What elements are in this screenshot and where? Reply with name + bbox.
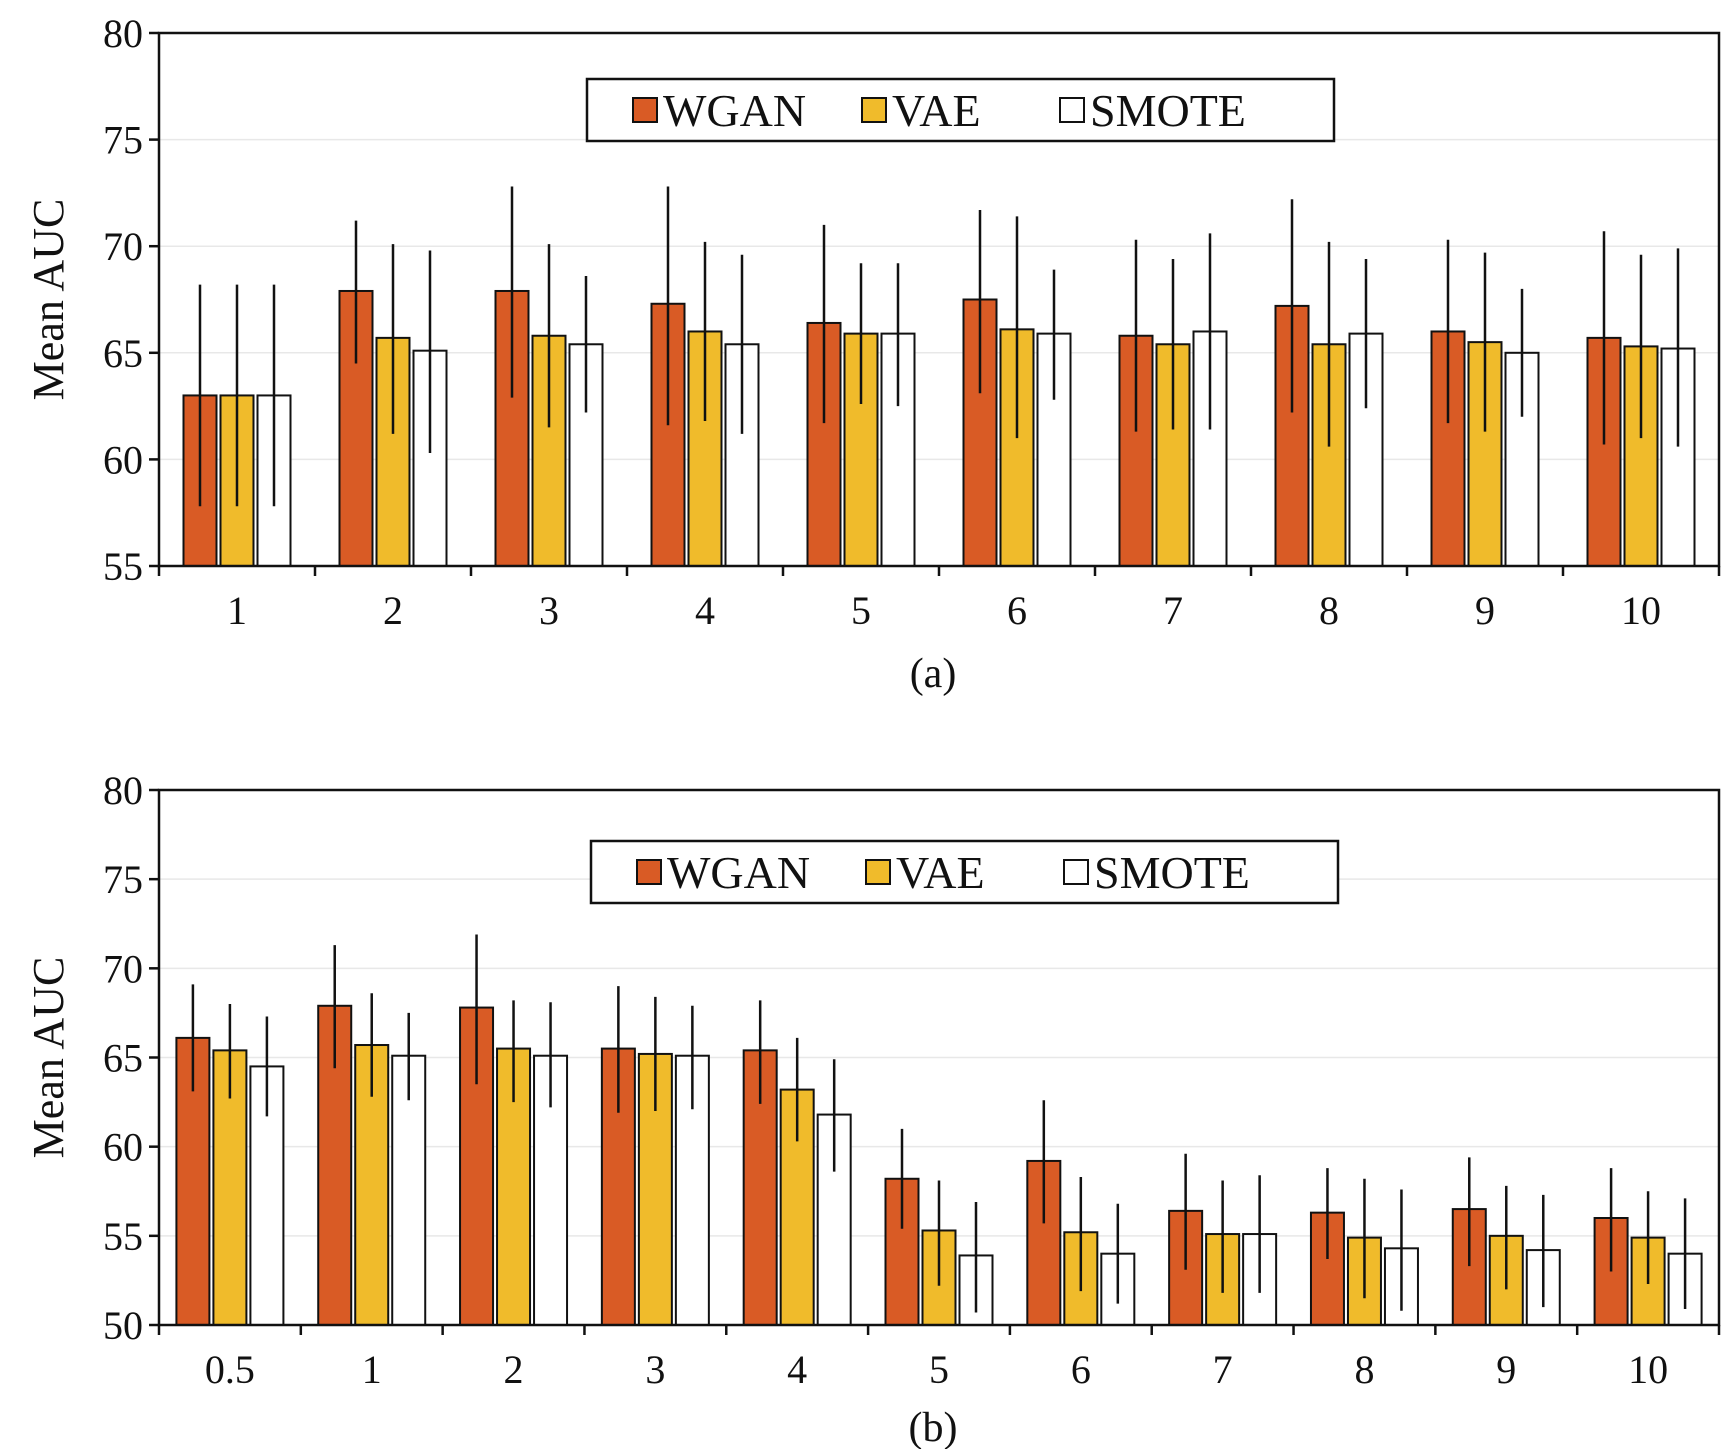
- y-axis-label: Mean AUC: [24, 957, 73, 1159]
- x-tick-label: 9: [1496, 1347, 1516, 1392]
- legend-box: [589, 839, 1340, 905]
- y-tick-label: 70: [103, 946, 143, 991]
- y-tick-label: 55: [103, 544, 143, 589]
- y-tick-label: 50: [103, 1303, 143, 1348]
- x-tick-label: 7: [1163, 588, 1183, 633]
- legend-swatch-smote: [1063, 859, 1089, 885]
- y-tick-label: 60: [103, 1125, 143, 1170]
- y-tick-label: 75: [103, 857, 143, 902]
- y-tick-label: 80: [103, 768, 143, 813]
- x-tick-label: 8: [1354, 1347, 1374, 1392]
- legend: WGAN VAE SMOTE: [589, 839, 1340, 905]
- legend-swatch-wgan: [636, 859, 662, 885]
- x-tick-label: 9: [1475, 588, 1495, 633]
- legend-label-vae: VAE: [892, 85, 981, 136]
- legend-swatch-wgan: [632, 97, 658, 123]
- y-tick-label: 70: [103, 224, 143, 269]
- x-tick-label: 0.5: [205, 1347, 255, 1392]
- legend-swatch-vae: [861, 97, 887, 123]
- legend-swatch-vae: [865, 859, 891, 885]
- x-tick-label: 3: [539, 588, 559, 633]
- chart-panel-a: 55 60 65 70 75 80 1 2 3 4 5 6 7 8 9 10 Mean AUC (a) WGAN VA…: [24, 11, 1721, 697]
- x-tick-label: 2: [504, 1347, 524, 1392]
- x-tick-label: 5: [929, 1347, 949, 1392]
- y-tick-label: 55: [103, 1214, 143, 1259]
- x-tick-label: 5: [851, 588, 871, 633]
- x-tick-label: 6: [1007, 588, 1027, 633]
- y-axis-label: Mean AUC: [24, 199, 73, 401]
- legend-label-smote: SMOTE: [1094, 847, 1250, 898]
- chart-panel-b: 50 55 60 65 70 75 80 0.5 1 2 3 4 5 6 7 8 9 10 Mean AUC (b) W…: [24, 768, 1721, 1449]
- x-tick-label: 8: [1319, 588, 1339, 633]
- x-tick-label: 10: [1621, 588, 1661, 633]
- legend-label-smote: SMOTE: [1090, 85, 1246, 136]
- x-tick-label: 2: [383, 588, 403, 633]
- legend: WGAN VAE SMOTE: [585, 77, 1336, 143]
- legend-label-wgan: WGAN: [667, 847, 810, 898]
- x-tick-label: 4: [695, 588, 715, 633]
- legend-label-wgan: WGAN: [663, 85, 806, 136]
- y-tick-label: 60: [103, 437, 143, 482]
- x-tick-label: 1: [227, 588, 247, 633]
- x-tick-label: 10: [1628, 1347, 1668, 1392]
- x-tick-label: 1: [362, 1347, 382, 1392]
- x-tick-label: 7: [1213, 1347, 1233, 1392]
- panel-caption: (b): [909, 1405, 958, 1449]
- x-tick-label: 3: [645, 1347, 665, 1392]
- y-tick-label: 65: [103, 331, 143, 376]
- y-tick-label: 75: [103, 118, 143, 163]
- legend-swatch-smote: [1059, 97, 1085, 123]
- legend-box: [585, 77, 1336, 143]
- panel-caption: (a): [910, 651, 957, 697]
- y-tick-label: 65: [103, 1036, 143, 1081]
- x-tick-label: 6: [1071, 1347, 1091, 1392]
- x-tick-label: 4: [787, 1347, 807, 1392]
- y-tick-label: 80: [103, 11, 143, 56]
- legend-label-vae: VAE: [896, 847, 985, 898]
